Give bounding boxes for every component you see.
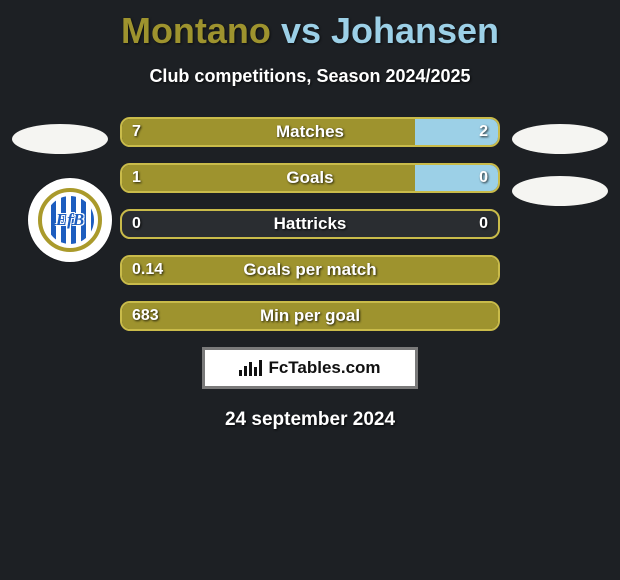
bar-label: Hattricks	[122, 211, 498, 237]
stat-bar: 72Matches	[120, 117, 500, 147]
bar-label: Min per goal	[122, 303, 498, 329]
player1-name: Montano	[121, 10, 271, 51]
chart-icon	[239, 360, 262, 376]
decor-ellipse	[12, 124, 108, 154]
team-badge	[28, 178, 112, 262]
brand-text: FcTables.com	[268, 358, 380, 378]
date-text: 24 september 2024	[0, 409, 620, 431]
bar-label: Matches	[122, 119, 498, 145]
subtitle: Club competitions, Season 2024/2025	[0, 66, 620, 87]
bar-label: Goals per match	[122, 257, 498, 283]
stat-bar: 00Hattricks	[120, 209, 500, 239]
comparison-bars: 72Matches 10Goals 00Hattricks 0.14Goals per…	[120, 117, 500, 331]
page-title: Montano vs Johansen	[0, 0, 620, 52]
bar-label: Goals	[122, 165, 498, 191]
vs-text: vs	[281, 10, 321, 51]
decor-ellipse	[512, 124, 608, 154]
player2-name: Johansen	[331, 10, 499, 51]
stat-bar: 0.14Goals per match	[120, 255, 500, 285]
brand-box: FcTables.com	[202, 347, 418, 389]
stat-bar: 683Min per goal	[120, 301, 500, 331]
stat-bar: 10Goals	[120, 163, 500, 193]
decor-ellipse	[512, 176, 608, 206]
